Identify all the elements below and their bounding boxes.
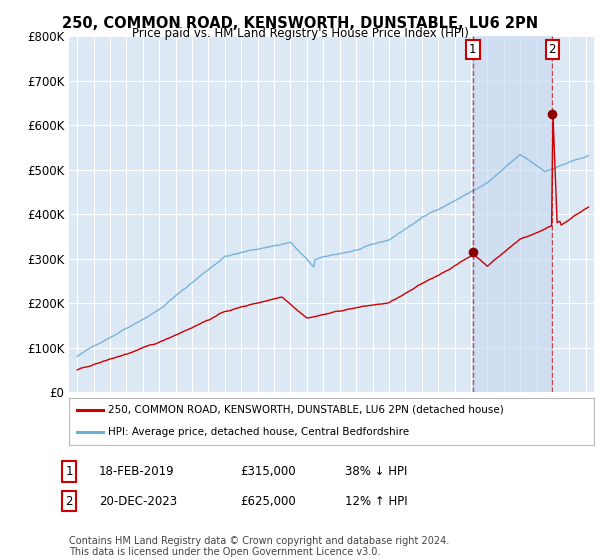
Text: 20-DEC-2023: 20-DEC-2023 xyxy=(99,494,177,508)
Text: 18-FEB-2019: 18-FEB-2019 xyxy=(99,465,175,478)
Text: Contains HM Land Registry data © Crown copyright and database right 2024.
This d: Contains HM Land Registry data © Crown c… xyxy=(69,535,449,557)
Text: HPI: Average price, detached house, Central Bedfordshire: HPI: Average price, detached house, Cent… xyxy=(109,427,409,437)
Bar xyxy=(473,36,553,392)
Text: 1: 1 xyxy=(469,43,476,56)
Text: 2: 2 xyxy=(65,494,73,508)
Text: 2: 2 xyxy=(548,43,556,56)
Text: 250, COMMON ROAD, KENSWORTH, DUNSTABLE, LU6 2PN: 250, COMMON ROAD, KENSWORTH, DUNSTABLE, … xyxy=(62,16,538,31)
Text: 12% ↑ HPI: 12% ↑ HPI xyxy=(345,494,407,508)
Text: £315,000: £315,000 xyxy=(240,465,296,478)
Text: 38% ↓ HPI: 38% ↓ HPI xyxy=(345,465,407,478)
Text: £625,000: £625,000 xyxy=(240,494,296,508)
Text: 250, COMMON ROAD, KENSWORTH, DUNSTABLE, LU6 2PN (detached house): 250, COMMON ROAD, KENSWORTH, DUNSTABLE, … xyxy=(109,404,504,414)
Text: Price paid vs. HM Land Registry's House Price Index (HPI): Price paid vs. HM Land Registry's House … xyxy=(131,27,469,40)
Text: 1: 1 xyxy=(65,465,73,478)
